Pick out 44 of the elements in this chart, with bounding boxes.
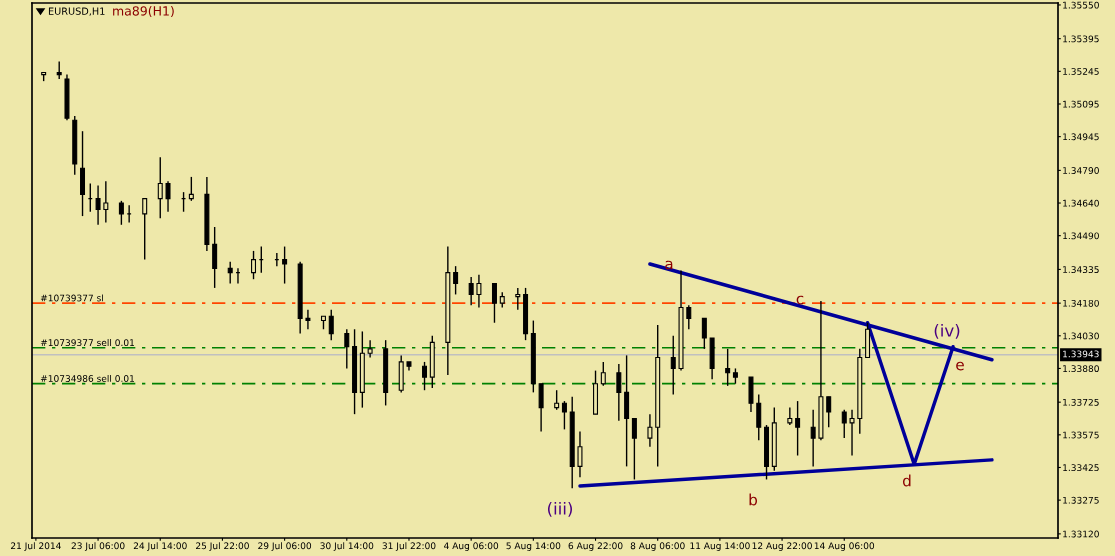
y-tick-label: 1.33880 <box>1063 365 1099 372</box>
x-tick-label: 31 Jul 22:00 <box>382 542 436 551</box>
y-tick-label: 1.34945 <box>1063 133 1099 141</box>
y-tick-label: 1.34180 <box>1063 299 1099 307</box>
annotation: c <box>796 295 804 305</box>
y-tick-label: 1.33120 <box>1063 530 1099 538</box>
y-tick-label: 1.33275 <box>1063 496 1099 504</box>
annotation: (iii) <box>547 501 573 517</box>
x-tick-label: 6 Aug 22:00 <box>568 542 623 551</box>
annotation: e <box>956 361 964 371</box>
y-tick-label: 1.33575 <box>1063 431 1099 439</box>
x-tick-label: 23 Jul 06:00 <box>71 542 125 551</box>
annotation: d <box>902 474 911 487</box>
annotation: ma89(H1) <box>113 5 174 18</box>
x-tick-label: 30 Jul 14:00 <box>320 542 374 551</box>
x-tick-label: 12 Aug 22:00 <box>752 542 812 551</box>
chart-title: EURUSD,H1 <box>48 7 105 16</box>
x-tick-label: 24 Jul 14:00 <box>133 542 187 551</box>
y-tick-label: 1.35095 <box>1063 100 1099 108</box>
annotation: a <box>665 260 673 270</box>
x-tick-label: 5 Aug 14:00 <box>506 542 561 551</box>
x-tick-label: 25 Jul 22:00 <box>196 542 249 551</box>
x-tick-label: 14 Aug 06:00 <box>814 542 875 551</box>
y-tick-label: 1.33725 <box>1063 398 1099 406</box>
y-tick-label: 1.34030 <box>1063 332 1099 340</box>
ref-line-label: #10734986 sell 0.01 <box>40 374 134 382</box>
y-tick-label: 1.33425 <box>1063 464 1099 472</box>
y-tick-label: 1.34490 <box>1063 232 1099 240</box>
x-tick-label: 11 Aug 14:00 <box>690 542 750 551</box>
x-tick-label: 21 Jul 2014 <box>11 542 61 551</box>
y-tick-label: 1.34335 <box>1063 266 1099 273</box>
annotation: b <box>749 493 758 506</box>
x-tick-label: 29 Jul 06:00 <box>258 542 312 551</box>
y-tick-label: 1.34640 <box>1063 199 1099 207</box>
x-tick-label: 8 Aug 06:00 <box>630 542 685 551</box>
y-tick-label: 1.35550 <box>1063 1 1099 9</box>
annotation: (iv) <box>934 323 960 339</box>
ref-line-label: 1.33943 <box>1063 350 1099 358</box>
y-tick-label: 1.35395 <box>1063 35 1099 43</box>
y-tick-label: 1.34790 <box>1063 167 1099 174</box>
y-tick-label: 1.35245 <box>1063 68 1099 75</box>
ref-line-label: #10739377 sell 0.01 <box>40 339 134 347</box>
x-tick-label: 4 Aug 06:00 <box>444 542 499 551</box>
ref-line-label: #10739377 sl <box>40 294 103 302</box>
